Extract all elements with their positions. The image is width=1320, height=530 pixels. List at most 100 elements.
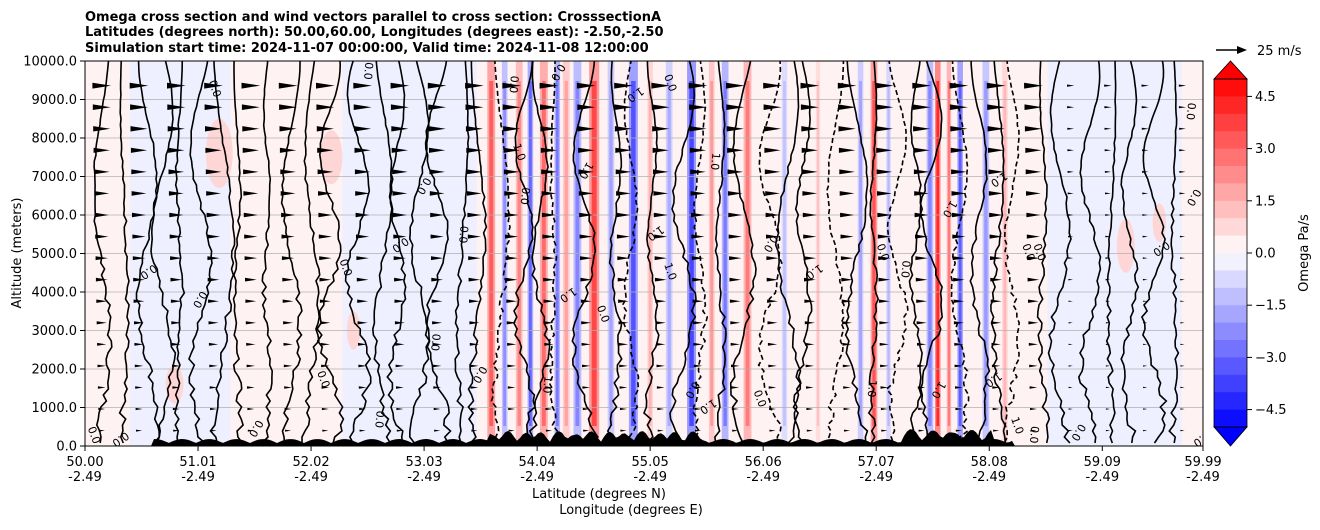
wind-vector-17-11	[727, 191, 743, 196]
colorbar-tick-label-5: −3.0	[1255, 351, 1287, 366]
wind-vector-22-9	[915, 234, 929, 239]
wind-vector-7-1	[359, 407, 367, 411]
omega-contour-27	[669, 61, 697, 444]
wind-vector-11-13	[503, 147, 520, 153]
wind-vector-22-2	[917, 386, 926, 389]
wind-vector-14-1	[620, 407, 627, 411]
wind-vector-1-12	[131, 169, 147, 175]
wind-vector-23-7	[953, 277, 965, 282]
wind-vector-18-3	[768, 364, 777, 368]
omega-contour-35	[844, 61, 869, 444]
wind-vector-28-16	[1141, 84, 1149, 87]
wind-vector-19-6	[804, 299, 816, 303]
wind-vector-3-8	[207, 256, 220, 261]
wind-vector-20-8	[840, 256, 854, 261]
wind-vector-9-1	[433, 407, 441, 411]
wind-vector-11-4	[507, 342, 517, 346]
wind-vector-28-7	[1142, 278, 1148, 281]
wind-vector-18-13	[764, 147, 781, 153]
x-tick-lat-9: 59.09	[1084, 455, 1121, 470]
omega-contour-28	[692, 61, 709, 444]
wind-vector-23-12	[951, 169, 967, 175]
wind-vector-10-2	[470, 386, 479, 389]
wind-vector-29-13	[1179, 149, 1186, 152]
chart-title-line-2: Latitudes (degrees north): 50.00,60.00, …	[85, 25, 664, 40]
omega-contour-47	[1105, 61, 1117, 444]
wind-vector-28-4	[1143, 343, 1148, 345]
colorbar-band-3	[1214, 131, 1247, 150]
y-axis: 0.0 1000.0 2000.0 3000.0 4000.0 5000.0 6000.0 7…	[23, 55, 85, 455]
wind-vector-21-1	[880, 407, 888, 411]
wind-vector-13-5	[581, 321, 592, 325]
wind-vector-8-10	[392, 212, 407, 218]
omega-contour-49	[1140, 61, 1168, 444]
wind-vector-29-7	[1180, 278, 1185, 281]
wind-vector-1-16	[129, 82, 149, 89]
wind-vector-3-11	[206, 191, 221, 196]
wind-vector-1-7	[133, 277, 145, 282]
wind-vector-28-2	[1143, 386, 1148, 389]
omega-contour-38	[908, 61, 924, 444]
omega-contour-2	[135, 61, 161, 444]
omega-contour-7	[232, 61, 245, 444]
wind-vector-9-9	[430, 234, 444, 239]
wind-vector-19-16	[800, 82, 820, 89]
wind-vector-9-13	[429, 147, 446, 153]
wind-vector-29-12	[1179, 170, 1186, 173]
wind-vector-24-4	[991, 342, 1001, 346]
wind-vector-16-0	[695, 429, 702, 432]
wind-vector-27-3	[1105, 365, 1111, 367]
wind-vector-26-11	[1067, 192, 1074, 195]
wind-vector-2-7	[170, 277, 183, 282]
omega-contour-19	[490, 61, 511, 444]
wind-vector-19-0	[806, 429, 813, 432]
wind-vector-8-14	[391, 126, 409, 132]
field-blob-4	[1116, 218, 1135, 273]
wind-vector-4-16	[241, 82, 261, 89]
wind-vector-19-15	[800, 104, 819, 110]
wind-vector-16-15	[689, 104, 707, 110]
wind-vector-29-14	[1179, 127, 1186, 130]
omega-contour-50	[1168, 61, 1180, 444]
omega-contour-9	[280, 61, 303, 444]
omega-contour-3	[150, 61, 177, 444]
wind-vector-8-2	[396, 386, 404, 389]
x-tick-lat-4: 54.04	[519, 455, 556, 470]
wind-vector-5-7	[282, 277, 294, 282]
wind-vector-24-13	[988, 147, 1005, 153]
x-tick-lon-2: -2.49	[294, 470, 328, 485]
contour-label-24: 0.0	[874, 242, 892, 263]
wind-vector-4-11	[243, 191, 259, 196]
wind-vector-20-0	[844, 429, 851, 432]
wind-vector-0-3	[97, 364, 106, 368]
y-tick-label-1: 1000.0	[32, 401, 78, 416]
chart-title-line-3: Simulation start time: 2024-11-07 00:00:…	[85, 41, 649, 56]
wind-vector-0-15	[92, 104, 111, 110]
wind-vector-1-5	[134, 321, 145, 325]
contour-label-32: 0.0	[594, 303, 612, 324]
wind-vector-4-8	[244, 256, 258, 261]
omega-contour-20	[513, 61, 536, 444]
wind-vector-15-12	[653, 169, 669, 175]
wind-vector-23-6	[953, 299, 965, 303]
wind-vector-11-3	[507, 364, 516, 368]
wind-vector-25-12	[1025, 169, 1042, 175]
wind-vector-21-15	[875, 104, 894, 110]
wind-vector-26-2	[1068, 386, 1073, 389]
wind-vector-18-0	[769, 429, 776, 432]
wind-vector-13-3	[582, 364, 591, 368]
x-tick-lon-10: -2.49	[1186, 470, 1220, 485]
wind-vector-4-5	[245, 321, 256, 325]
wind-vector-20-6	[841, 299, 853, 303]
wind-vector-10-13	[466, 147, 483, 153]
colorbar-band-19	[1214, 409, 1247, 428]
wind-vector-23-10	[951, 212, 966, 218]
wind-vector-12-6	[543, 299, 555, 303]
wind-vector-28-12	[1142, 170, 1149, 173]
wind-vector-2-10	[169, 212, 184, 218]
wind-vector-26-12	[1067, 170, 1074, 173]
wind-vector-18-15	[763, 104, 782, 110]
wind-vector-12-11	[541, 191, 557, 196]
omega-contour-44	[1036, 61, 1051, 444]
